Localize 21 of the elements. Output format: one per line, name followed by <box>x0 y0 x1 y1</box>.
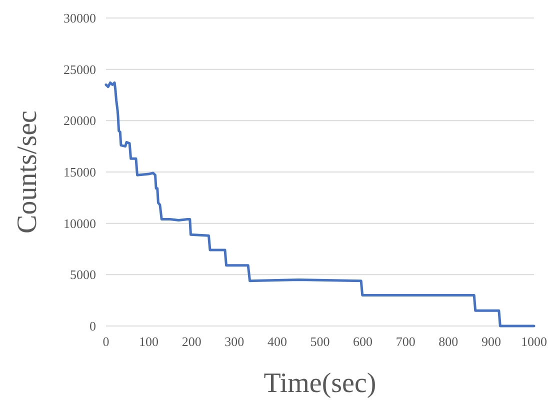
x-tick-label: 900 <box>481 334 501 349</box>
x-tick-label: 700 <box>396 334 416 349</box>
y-tick-label: 0 <box>90 318 96 334</box>
x-tick-label: 800 <box>438 334 458 349</box>
x-tick-label: 0 <box>102 334 110 349</box>
y-tick-label: 20000 <box>64 113 96 128</box>
x-tick-label: 300 <box>224 334 244 349</box>
y-tick-label: 25000 <box>64 62 96 77</box>
y-tick-label: 15000 <box>64 164 96 180</box>
x-tick-label: 600 <box>353 334 373 349</box>
line-series <box>104 81 536 328</box>
y-tick-label: 30000 <box>64 10 96 26</box>
y-tick-label: 10000 <box>64 216 96 231</box>
y-tick-label: 5000 <box>70 267 96 282</box>
x-tick-label: 1000 <box>521 334 547 349</box>
x-tick-label: 200 <box>182 334 202 349</box>
x-tick-label: 100 <box>139 334 159 349</box>
x-tick-label: 400 <box>267 334 287 349</box>
x-axis-title: Time(sec) <box>264 368 376 399</box>
x-tick-label: 500 <box>310 334 330 349</box>
y-axis-title: Counts/sec <box>12 110 43 234</box>
